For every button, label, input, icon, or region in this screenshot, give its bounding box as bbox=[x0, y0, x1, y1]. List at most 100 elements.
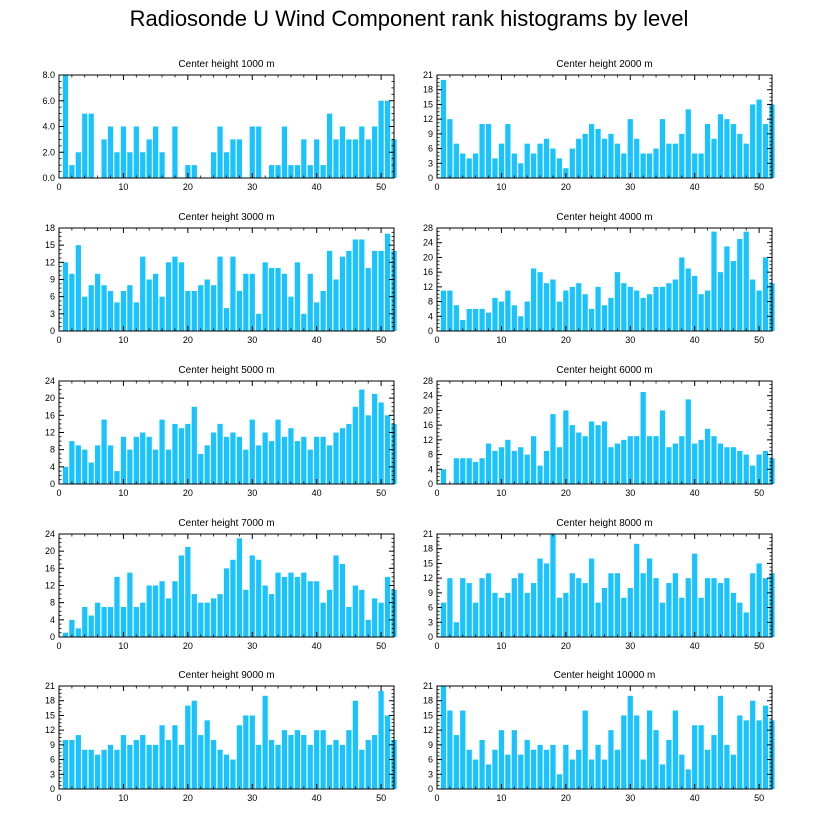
bar bbox=[569, 148, 575, 178]
bar bbox=[737, 450, 743, 484]
bar bbox=[107, 445, 114, 484]
y-tick-label: 0 bbox=[50, 632, 55, 642]
bar bbox=[172, 423, 178, 484]
bar bbox=[473, 153, 479, 178]
x-tick-label: 10 bbox=[496, 641, 506, 651]
bar bbox=[378, 250, 384, 331]
bar bbox=[556, 158, 563, 178]
x-tick-label: 30 bbox=[247, 182, 257, 192]
bar bbox=[69, 165, 75, 178]
x-tick-label: 50 bbox=[376, 335, 386, 345]
bar bbox=[230, 432, 236, 484]
bar bbox=[704, 290, 711, 331]
y-tick-label: 3 bbox=[428, 769, 433, 779]
y-tick-label: 3 bbox=[50, 309, 55, 319]
bar bbox=[492, 450, 498, 484]
bar bbox=[178, 262, 185, 331]
bar bbox=[165, 262, 172, 331]
y-tick-label: 4 bbox=[50, 462, 55, 472]
y-tick-label: 8 bbox=[428, 450, 433, 460]
panel-5: Center height 5000 m 0 4 8 12 16 20 24 0 10 20 30 40… bbox=[45, 365, 397, 498]
y-tick-label: 28 bbox=[423, 223, 433, 233]
bar bbox=[95, 754, 101, 789]
bar bbox=[88, 285, 94, 331]
y-tick-label: 6 bbox=[50, 755, 55, 765]
bar bbox=[737, 133, 743, 178]
bar bbox=[750, 700, 756, 789]
bar bbox=[165, 449, 172, 484]
bar bbox=[698, 597, 704, 637]
bar bbox=[576, 578, 582, 637]
bar bbox=[88, 749, 94, 789]
bar bbox=[281, 126, 288, 178]
y-tick-label: 0 bbox=[428, 479, 433, 489]
bar bbox=[460, 710, 466, 789]
x-tick-label: 20 bbox=[561, 335, 571, 345]
bar bbox=[88, 615, 94, 637]
bar bbox=[210, 432, 217, 484]
bar bbox=[146, 585, 152, 637]
bar bbox=[531, 436, 537, 484]
bar bbox=[646, 558, 653, 637]
bar bbox=[737, 715, 743, 789]
x-tick-label: 40 bbox=[312, 335, 322, 345]
bar bbox=[69, 273, 75, 331]
bar bbox=[204, 279, 210, 331]
bar bbox=[659, 410, 666, 484]
bar bbox=[268, 739, 275, 789]
bar bbox=[588, 124, 595, 178]
bar bbox=[756, 563, 762, 637]
bar bbox=[249, 555, 255, 637]
x-tick-label: 20 bbox=[183, 793, 193, 803]
panel-title: Center height 3000 m bbox=[178, 212, 274, 223]
bar bbox=[614, 573, 621, 637]
bar bbox=[666, 283, 672, 331]
bar bbox=[159, 419, 165, 484]
bar bbox=[101, 749, 107, 789]
bar bbox=[262, 262, 268, 331]
bar bbox=[460, 578, 466, 637]
bar bbox=[524, 592, 530, 637]
bar bbox=[217, 594, 223, 637]
bar bbox=[762, 705, 769, 789]
bar bbox=[133, 606, 139, 637]
bar bbox=[595, 128, 601, 178]
bar bbox=[262, 432, 268, 484]
bar bbox=[679, 754, 685, 789]
bar bbox=[210, 152, 217, 178]
bar bbox=[69, 441, 75, 484]
bar bbox=[730, 592, 736, 637]
bar bbox=[614, 443, 621, 484]
bar bbox=[288, 735, 294, 789]
bar bbox=[453, 622, 459, 637]
x-tick-label: 30 bbox=[247, 335, 257, 345]
y-tick-label: 2.0 bbox=[42, 147, 55, 157]
bar bbox=[75, 735, 81, 789]
bar bbox=[288, 165, 294, 178]
bar bbox=[320, 290, 326, 331]
bar bbox=[198, 285, 204, 331]
bar bbox=[447, 578, 453, 637]
bar bbox=[281, 436, 288, 484]
bar bbox=[569, 759, 575, 789]
bar bbox=[172, 256, 178, 331]
bar bbox=[730, 754, 736, 789]
bar bbox=[153, 585, 159, 637]
bar bbox=[191, 406, 197, 484]
y-tick-label: 8 bbox=[50, 598, 55, 608]
bar bbox=[275, 419, 281, 484]
y-tick-label: 15 bbox=[45, 240, 55, 250]
bar bbox=[621, 597, 627, 637]
bar bbox=[692, 553, 698, 637]
y-tick-label: 0 bbox=[428, 326, 433, 336]
bar bbox=[505, 290, 511, 331]
bar bbox=[498, 447, 505, 484]
y-tick-label: 15 bbox=[423, 558, 433, 568]
panel-1: Center height 1000 m 0.0 2.0 4.0 6.0 8.0 0 10 20… bbox=[42, 59, 397, 192]
bar bbox=[236, 725, 243, 789]
x-tick-label: 30 bbox=[625, 641, 635, 651]
y-tick-label: 0 bbox=[50, 784, 55, 794]
bar bbox=[127, 449, 133, 484]
bar bbox=[178, 744, 185, 789]
bar bbox=[75, 628, 81, 637]
